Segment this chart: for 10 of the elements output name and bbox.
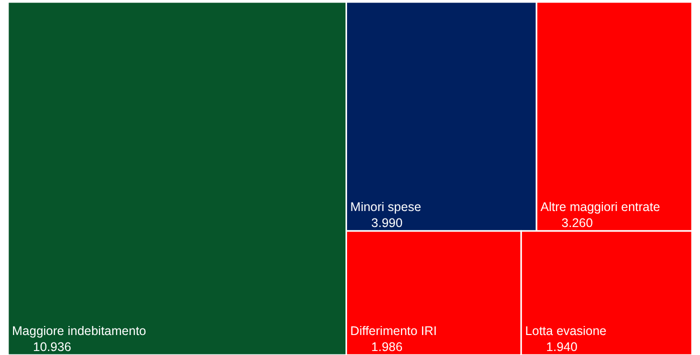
category-label: Altre maggiori entrate	[540, 200, 660, 214]
data-label: 10.936	[33, 340, 72, 354]
data-label: 1.940	[546, 340, 578, 354]
category-label: Minori spese	[350, 200, 422, 214]
category-label: Differimento IRI	[350, 324, 437, 338]
data-label: 3.990	[371, 216, 403, 230]
data-label: 3.260	[562, 216, 593, 230]
data-label: 1.986	[371, 340, 403, 354]
category-label: Maggiore indebitamento	[12, 324, 146, 338]
category-label: Lotta evasione	[525, 324, 607, 338]
